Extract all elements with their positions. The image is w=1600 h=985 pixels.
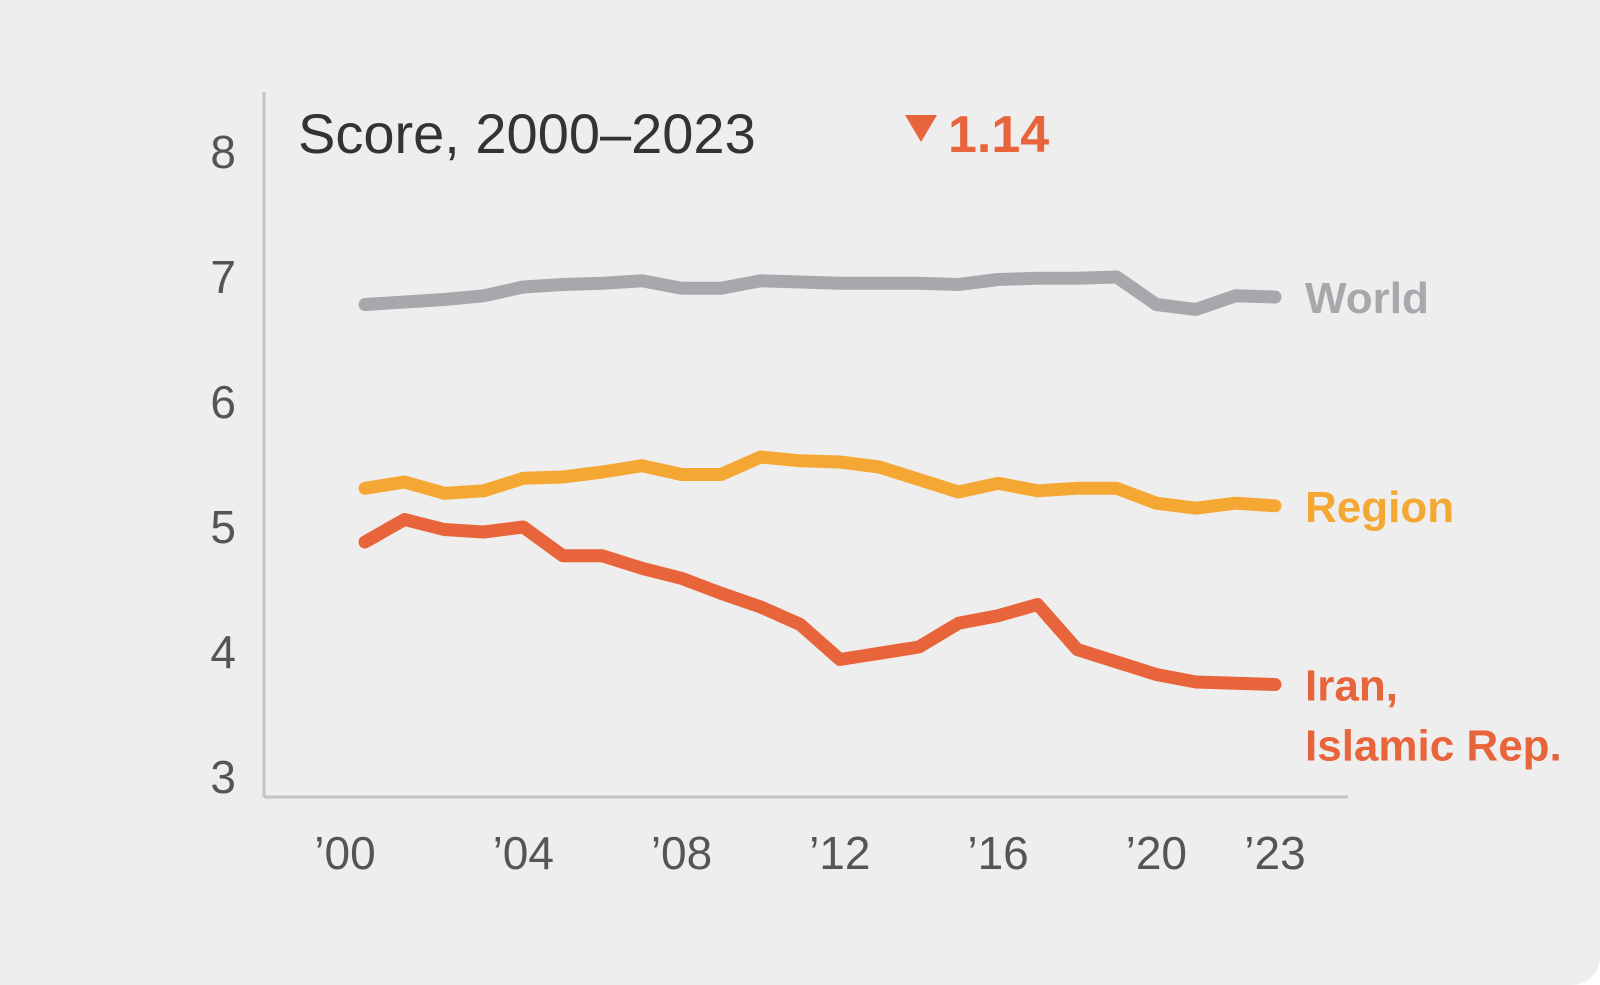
chart-title-group: Score, 2000–2023 1.14: [298, 102, 1049, 165]
x-tick-label: ’08: [651, 827, 712, 879]
x-tick-labels: ’00 ’04 ’08 ’12 ’16 ’20 ’23: [314, 827, 1305, 879]
series-label: World: [1305, 274, 1429, 323]
x-tick-label: ’04: [493, 827, 554, 879]
y-tick-labels: 3 4 5 6 7 8: [210, 126, 236, 803]
series-label-line: Iran,: [1305, 662, 1398, 711]
x-tick-label: ’00: [314, 827, 375, 879]
change-value: 1.14: [948, 106, 1049, 164]
y-tick-label: 8: [210, 126, 236, 178]
series-label-line: World: [1305, 274, 1429, 323]
series-label-line: Region: [1305, 483, 1454, 532]
y-tick-label: 7: [210, 251, 236, 303]
x-tick-label: ’12: [809, 827, 870, 879]
axes: [262, 92, 1348, 799]
x-tick-label: ’20: [1126, 827, 1187, 879]
x-tick-label: ’16: [967, 827, 1028, 879]
series-line-world: [358, 270, 1282, 316]
series-label: Region: [1305, 483, 1454, 532]
series-line-region: [358, 450, 1282, 515]
y-tick-label: 4: [210, 626, 236, 678]
series-lines: [358, 270, 1282, 691]
series-labels: World Region Iran, Islamic Rep.: [1305, 274, 1562, 771]
chart-title: Score, 2000–2023: [298, 102, 756, 165]
y-tick-label: 6: [210, 376, 236, 428]
series-label: Iran, Islamic Rep.: [1305, 662, 1562, 771]
series-label-line: Islamic Rep.: [1305, 722, 1562, 771]
down-triangle-icon: [905, 115, 937, 142]
x-tick-label: ’23: [1244, 827, 1305, 879]
y-tick-label: 3: [210, 751, 236, 803]
series-line-iran-islamic-rep: [358, 513, 1282, 691]
y-tick-label: 5: [210, 501, 236, 553]
